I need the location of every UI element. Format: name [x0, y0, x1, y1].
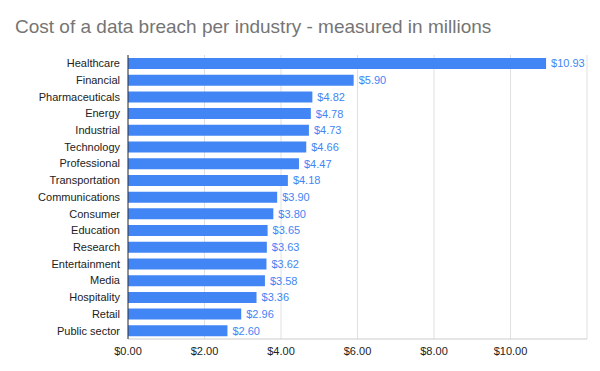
svg-text:Research: Research	[73, 241, 120, 253]
svg-text:Hospitality: Hospitality	[69, 291, 120, 303]
svg-text:Transportation: Transportation	[49, 174, 120, 186]
svg-text:$3.80: $3.80	[278, 208, 306, 220]
svg-text:Media: Media	[90, 274, 121, 286]
html-text:Cost of a data breach per indu: Cost of a data breach per industry - mea…	[15, 16, 492, 37]
svg-text:$6.00: $6.00	[344, 345, 372, 357]
svg-text:Financial: Financial	[76, 74, 120, 86]
svg-text:$3.36: $3.36	[262, 291, 290, 303]
svg-text:Education: Education	[71, 224, 120, 236]
svg-text:$4.47: $4.47	[304, 158, 332, 170]
svg-text:$4.00: $4.00	[267, 345, 295, 357]
svg-text:$4.18: $4.18	[293, 174, 321, 186]
svg-text:$8.00: $8.00	[420, 345, 448, 357]
svg-text:Professional: Professional	[59, 157, 120, 169]
svg-text:Communications: Communications	[38, 191, 120, 203]
svg-text:Energy: Energy	[85, 107, 120, 119]
svg-text:$3.90: $3.90	[282, 191, 310, 203]
svg-text:$4.78: $4.78	[316, 108, 344, 120]
svg-text:$3.58: $3.58	[270, 275, 298, 287]
svg-text:Consumer: Consumer	[69, 208, 120, 220]
svg-text:$5.90: $5.90	[359, 74, 387, 86]
svg-text:$10.00: $10.00	[494, 345, 528, 357]
svg-text:$3.62: $3.62	[271, 258, 299, 270]
svg-text:$4.82: $4.82	[317, 91, 345, 103]
svg-text:Technology: Technology	[64, 141, 120, 153]
svg-text:$0.00: $0.00	[114, 345, 142, 357]
svg-text:Entertainment: Entertainment	[52, 258, 120, 270]
svg-text:$3.65: $3.65	[273, 224, 301, 236]
svg-text:Industrial: Industrial	[75, 124, 120, 136]
svg-text:Healthcare: Healthcare	[67, 57, 120, 69]
svg-text:$4.66: $4.66	[311, 141, 339, 153]
svg-text:Public sector: Public sector	[57, 325, 120, 337]
svg-text:$10.93: $10.93	[551, 57, 585, 69]
svg-text:$2.96: $2.96	[246, 308, 274, 320]
svg-text:Pharmaceuticals: Pharmaceuticals	[39, 91, 121, 103]
svg-text:$4.73: $4.73	[314, 124, 342, 136]
svg-text:$2.00: $2.00	[191, 345, 219, 357]
svg-text:$3.63: $3.63	[272, 241, 300, 253]
svg-text:$2.60: $2.60	[232, 325, 260, 337]
svg-text:Retail: Retail	[92, 308, 120, 320]
